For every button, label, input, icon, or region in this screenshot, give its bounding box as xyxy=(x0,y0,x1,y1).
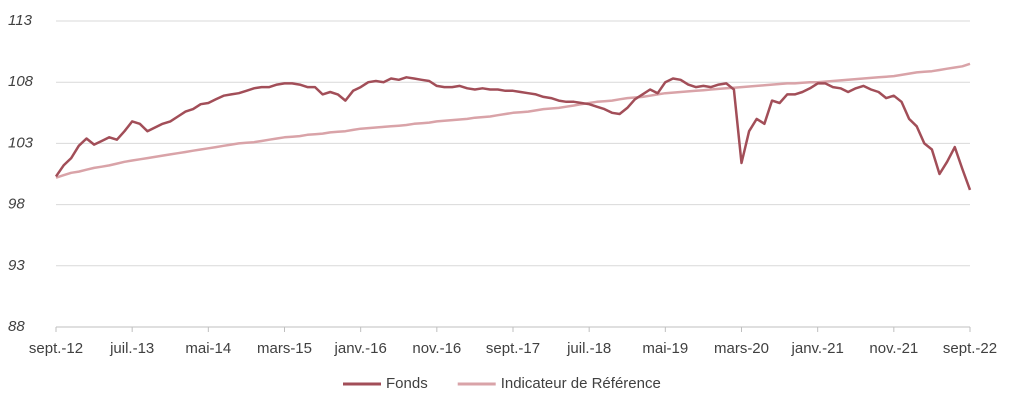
legend-label: Indicateur de Référence xyxy=(501,375,661,392)
x-tick-label: sept.-12 xyxy=(29,340,83,357)
x-tick-label: mars-15 xyxy=(257,340,312,357)
line-series xyxy=(55,62,971,179)
x-tick-label: nov.-16 xyxy=(412,340,461,357)
x-tick-label: mai-14 xyxy=(185,340,231,357)
x-tick-label: janv.-21 xyxy=(791,340,844,357)
x-tick-label: sept.-17 xyxy=(486,340,540,357)
y-tick-label: 93 xyxy=(8,257,25,274)
y-tick-label: 98 xyxy=(8,196,25,213)
y-tick-label: 108 xyxy=(8,73,34,90)
y-tick-label: 103 xyxy=(8,134,34,151)
x-tick-label: sept.-22 xyxy=(943,340,997,357)
x-tick-label: nov.-21 xyxy=(869,340,918,357)
x-tick-label: juil.-18 xyxy=(566,340,611,357)
x-tick-label: janv.-16 xyxy=(334,340,387,357)
y-tick-label: 113 xyxy=(8,12,33,29)
line-series xyxy=(54,76,972,191)
x-tick-label: mars-20 xyxy=(714,340,769,357)
x-tick-label: mai-19 xyxy=(642,340,688,357)
y-tick-label: 88 xyxy=(8,318,25,335)
x-tick-label: juil.-13 xyxy=(109,340,154,357)
legend-label: Fonds xyxy=(386,375,428,392)
